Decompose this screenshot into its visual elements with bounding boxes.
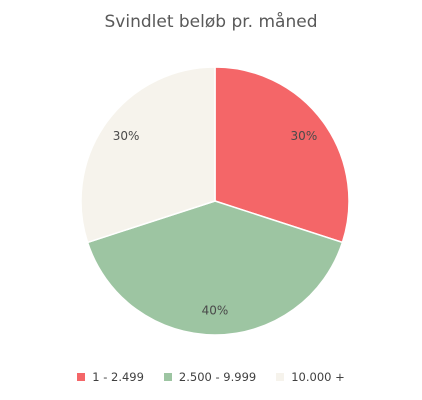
pie-slice: [214, 66, 350, 244]
chart-title: Svindlet beløb pr. måned: [104, 12, 318, 32]
chart-legend: 1 - 2.499 2.500 - 9.999 10.000 +: [0, 370, 422, 384]
legend-swatch-icon: [77, 373, 86, 381]
legend-swatch-icon: [276, 373, 285, 381]
slice-value-label: 30%: [291, 129, 318, 143]
slice-value-label: 40%: [202, 303, 229, 317]
legend-item: 2.500 - 9.999: [163, 370, 257, 384]
legend-label: 2.500 - 9.999: [178, 370, 257, 384]
pie-slice: [80, 66, 216, 244]
legend-item: 1 - 2.499: [77, 370, 144, 384]
legend-label: 10.000 +: [291, 370, 345, 384]
legend-label: 1 - 2.499: [92, 370, 144, 384]
pie-slice: [86, 200, 344, 336]
slice-value-label: 30%: [113, 129, 140, 143]
legend-swatch-icon: [163, 373, 172, 381]
legend-item: 10.000 +: [276, 370, 345, 384]
